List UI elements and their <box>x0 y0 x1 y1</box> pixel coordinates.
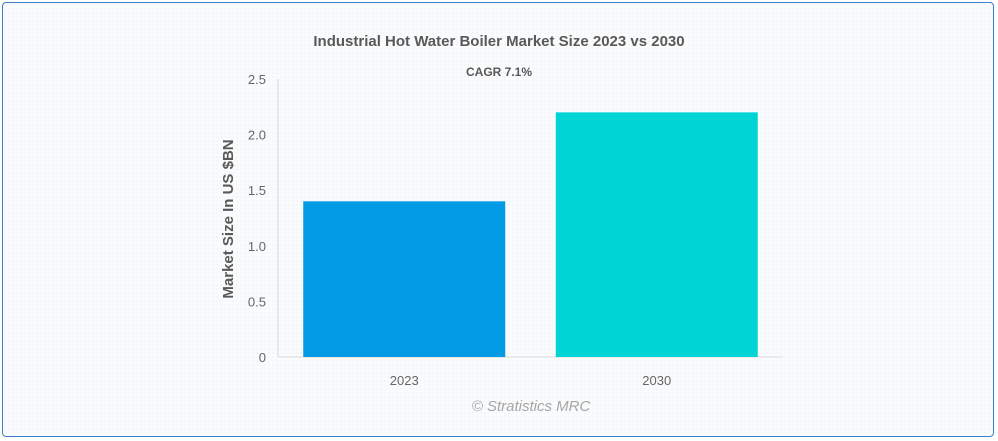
y-tick-label: 1.5 <box>248 183 266 198</box>
plot-area: 0 0.5 1.0 1.5 2.0 2.5 2023 2030 <box>248 72 783 388</box>
x-tick-label: 2030 <box>642 373 671 388</box>
y-tick-label: 2.0 <box>248 128 266 143</box>
chart-title: Industrial Hot Water Boiler Market Size … <box>313 33 684 50</box>
y-tick-label: 1.0 <box>248 239 266 254</box>
bar-2030 <box>555 112 758 357</box>
y-tick-label: 0.5 <box>248 294 266 309</box>
y-tick-label: 0 <box>259 350 266 365</box>
y-axis-label: Market Size In US $BN <box>220 139 237 298</box>
x-tick-label: 2023 <box>390 373 419 388</box>
chart-subtitle: CAGR 7.1% <box>466 65 532 79</box>
watermark: © Stratistics MRC <box>472 398 591 415</box>
bar-2023 <box>303 201 506 357</box>
y-tick-label: 2.5 <box>248 72 266 87</box>
